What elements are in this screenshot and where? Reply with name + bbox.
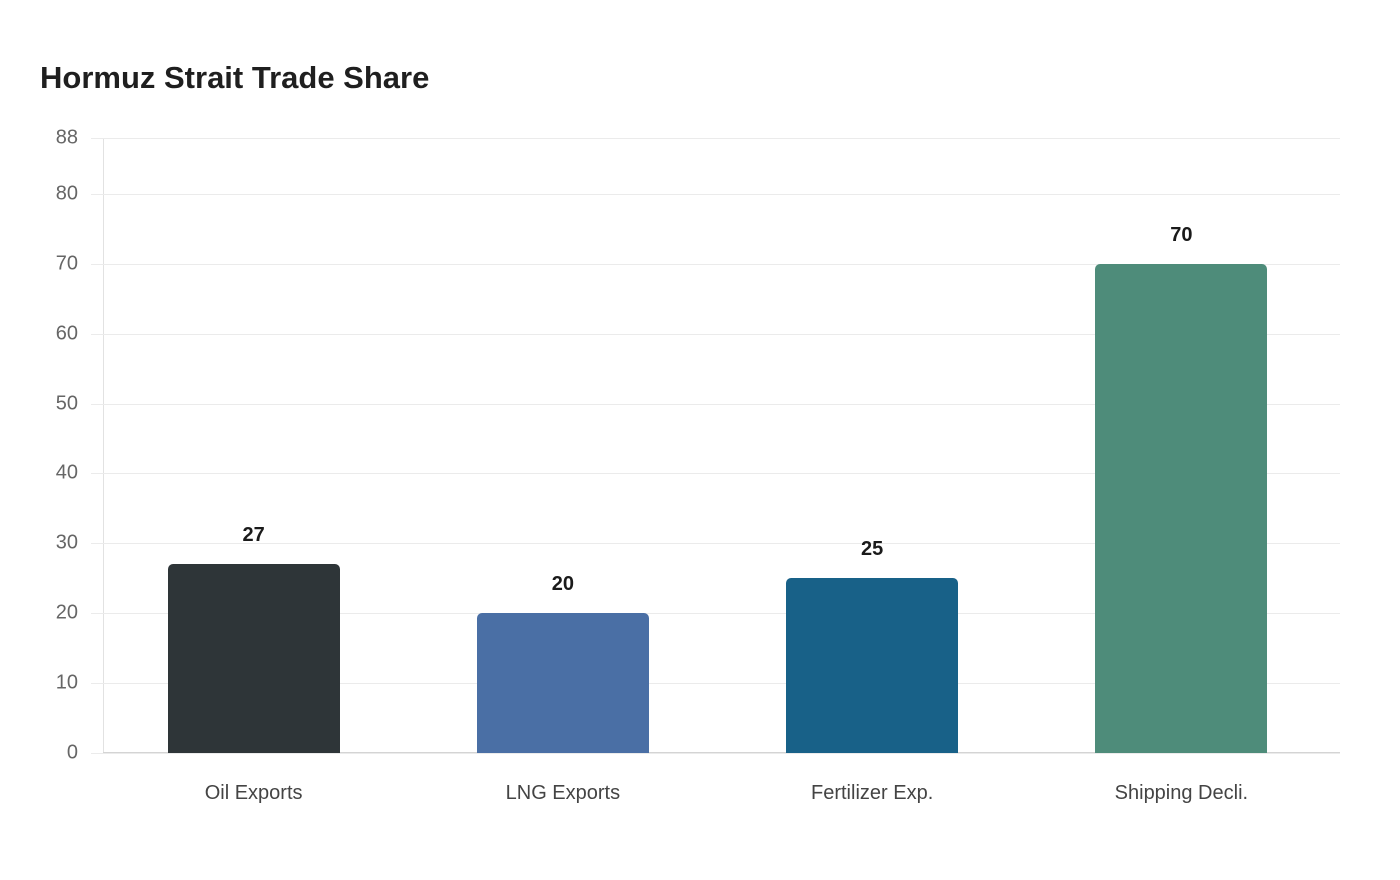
bar-fertilizer-exp[interactable]	[786, 578, 959, 753]
x-tick-label: Oil Exports	[204, 782, 303, 804]
x-tick-label: Fertilizer Exp.	[811, 782, 934, 804]
y-tick-label: 60	[55, 322, 78, 345]
y-tick-label: 70	[55, 252, 78, 275]
y-tick-label: 30	[55, 531, 78, 554]
gridline	[91, 543, 1340, 545]
data-label: 70	[1170, 223, 1193, 246]
gridline	[91, 138, 1340, 139]
x-tick-label: Shipping Decli.	[1114, 782, 1249, 804]
gridline	[91, 333, 1340, 335]
gridline	[91, 683, 1340, 685]
data-label: 20	[551, 573, 574, 596]
y-tick-label: 10	[55, 671, 78, 694]
data-label: 25	[861, 538, 884, 561]
gridline	[91, 403, 1340, 405]
y-tick-label: 50	[55, 392, 78, 415]
bar-lng-exports[interactable]	[476, 613, 649, 753]
gridline	[91, 473, 1340, 475]
y-tick-label: 0	[66, 741, 78, 764]
y-tick-label: 80	[55, 182, 78, 205]
bar-shipping-decli[interactable]	[1095, 263, 1268, 753]
gridline	[91, 263, 1340, 265]
bar-oil-exports[interactable]	[167, 564, 340, 753]
gridline	[91, 193, 1340, 195]
gridline	[91, 613, 1340, 615]
y-tick-label: 20	[55, 601, 78, 624]
gridline	[91, 753, 1340, 754]
y-tick-label: 88	[55, 126, 78, 149]
y-axis-line	[103, 138, 104, 753]
y-tick-label: 40	[55, 461, 78, 484]
x-tick-label: LNG Exports	[505, 782, 621, 804]
plot-area: 27 20 25 70	[91, 138, 1340, 754]
chart-title: Hormuz Strait Trade Share	[40, 60, 430, 95]
data-label: 27	[242, 524, 265, 547]
